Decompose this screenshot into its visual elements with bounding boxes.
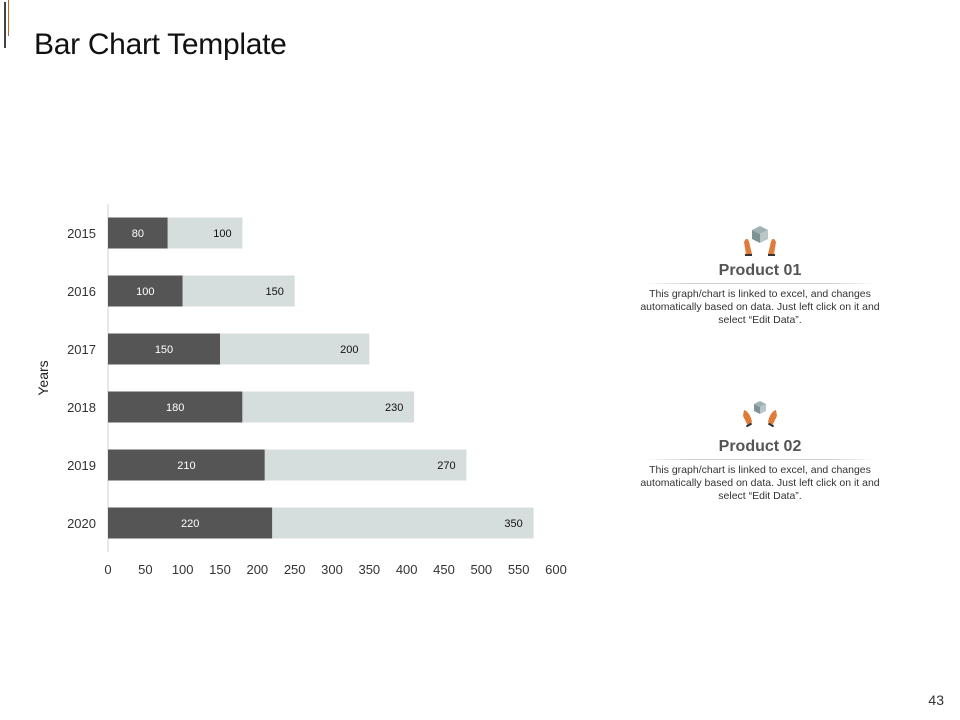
x-tick-label-450: 450 xyxy=(433,562,455,577)
product-01-card: Product 01 This graph/chart is linked to… xyxy=(620,222,900,327)
bar-2019-series-1 xyxy=(108,449,265,481)
x-tick-label-200: 200 xyxy=(246,562,268,577)
bar-2016-series-1 xyxy=(108,275,183,307)
product-01-divider xyxy=(642,283,878,284)
bar-2020-series-2 xyxy=(272,507,534,539)
x-tick-label-550: 550 xyxy=(508,562,530,577)
category-label-2017: 2017 xyxy=(67,342,96,357)
data-label-2017-series-2: 200 xyxy=(340,344,358,356)
bar-2015-series-1 xyxy=(108,217,168,249)
data-label-2015-series-2: 100 xyxy=(213,228,231,240)
data-label-2020-series-1: 220 xyxy=(181,518,199,530)
x-tick-label-50: 50 xyxy=(138,562,152,577)
data-label-2017-series-1: 150 xyxy=(155,344,173,356)
category-label-2015: 2015 xyxy=(67,226,96,241)
data-label-2019-series-1: 210 xyxy=(177,460,195,472)
data-label-2016-series-2: 150 xyxy=(265,286,283,298)
bar-2015-series-2 xyxy=(167,217,243,249)
product-01-title: Product 01 xyxy=(718,262,802,279)
data-label-2019-series-2: 270 xyxy=(437,460,455,472)
category-label-2019: 2019 xyxy=(67,458,96,473)
category-label-2016: 2016 xyxy=(67,284,96,299)
bar-2016-series-2 xyxy=(182,275,295,307)
title-accent-bar xyxy=(4,2,6,48)
bar-2018-series-1 xyxy=(108,391,243,423)
x-tick-label-400: 400 xyxy=(396,562,418,577)
y-axis-title: Years xyxy=(35,360,51,395)
category-label-2018: 2018 xyxy=(67,400,96,415)
box-on-hands-icon xyxy=(620,398,900,436)
bar-2019-series-2 xyxy=(264,449,467,481)
title-accent-bar-orange xyxy=(8,0,9,36)
x-tick-label-600: 600 xyxy=(545,562,567,577)
x-tick-label-350: 350 xyxy=(358,562,380,577)
data-label-2018-series-2: 230 xyxy=(385,402,403,414)
product-02-divider xyxy=(642,459,878,460)
product-01-description: This graph/chart is linked to excel, and… xyxy=(640,288,880,326)
x-tick-label-250: 250 xyxy=(284,562,306,577)
x-tick-label-0: 0 xyxy=(104,562,111,577)
page-title: Bar Chart Template xyxy=(34,28,287,61)
product-02-description: This graph/chart is linked to excel, and… xyxy=(640,464,880,502)
data-label-2015-series-1: 80 xyxy=(132,228,144,240)
data-label-2020-series-2: 350 xyxy=(504,518,522,530)
x-tick-label-500: 500 xyxy=(470,562,492,577)
bar-2020-series-1 xyxy=(108,507,273,539)
product-02-card: Product 02 This graph/chart is linked to… xyxy=(620,398,900,503)
x-tick-label-100: 100 xyxy=(172,562,194,577)
product-02-title: Product 02 xyxy=(718,438,802,455)
x-tick-label-150: 150 xyxy=(209,562,231,577)
page-number: 43 xyxy=(928,692,944,708)
box-on-hands-icon xyxy=(620,222,900,260)
category-label-2020: 2020 xyxy=(67,516,96,531)
x-tick-label-300: 300 xyxy=(321,562,343,577)
data-label-2018-series-1: 180 xyxy=(166,402,184,414)
bar-2017-series-1 xyxy=(108,333,220,365)
bar-2017-series-2 xyxy=(220,333,370,365)
bar-2018-series-2 xyxy=(242,391,415,423)
data-label-2016-series-1: 100 xyxy=(136,286,154,298)
